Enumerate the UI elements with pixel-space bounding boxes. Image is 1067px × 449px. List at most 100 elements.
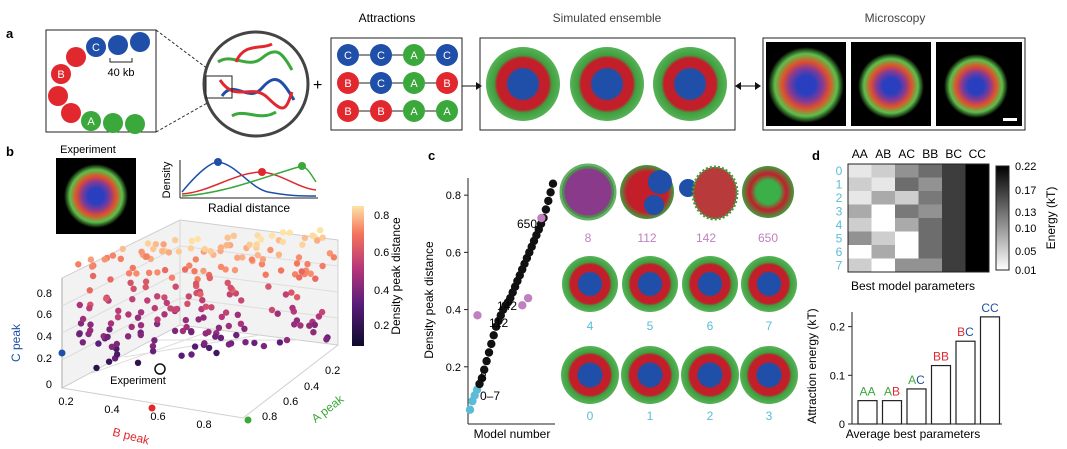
scatter-point [217,244,225,251]
scatter-point [163,299,170,307]
bar [857,400,878,425]
scatter-point [202,303,210,310]
model-label: 6 [707,319,714,333]
heatmap-cell [965,177,989,191]
a-tick: 0.6 [283,396,298,408]
model-sphere [561,346,619,404]
scatter-point [289,304,296,312]
colorbar-tick: 0.8 [374,210,389,222]
model-curve-chart: 0.2 0.4 0.6 0.8 Density peak distance Model… [422,178,558,441]
scatter-point [307,270,314,277]
scatter-point [197,291,204,298]
scatter-point [168,274,176,281]
scatter-3d: Experiment 0 0.2 0.4 0.6 0.8 C peak 0.2 … [9,219,347,448]
heatmap-cell [848,204,872,218]
scatter-point [276,339,284,346]
heatmap-cell [965,218,989,232]
colorbar-label: Density peak distance [389,217,403,335]
model-label: 650 [758,231,778,245]
scatter-point [241,325,248,332]
bar [906,388,927,425]
scatter-point [175,248,182,255]
heatmap-row-label: 1 [836,177,843,191]
c-tick: 0 [46,379,52,391]
scatter-point [185,293,192,300]
bar-label-first: B [933,350,941,364]
heatmap-cell [965,191,989,205]
scatter-point [117,255,125,262]
model-sphere [741,256,797,312]
b-tick: 0.8 [196,419,211,431]
scatter-point [93,364,100,372]
scatter-point [127,279,134,286]
bar [881,400,903,425]
bar-label: AB [884,385,900,399]
scatter-point [277,267,285,274]
heatmap-col-label: AB [875,147,891,161]
heatmap-cell [918,231,942,245]
scatter-point [212,333,219,340]
scatter-point [107,320,115,327]
bar-label-second: C [990,301,999,315]
arrow-to-ensemble [462,82,482,90]
scatter-point [224,234,231,241]
scatter-point [161,294,168,301]
curve-point [541,205,551,214]
scatter-point [192,280,200,287]
heatmap-cell [871,231,895,245]
attraction-node [370,44,392,66]
attraction-node-label: A [410,106,418,118]
scatter-point [144,240,152,247]
bar-label-first: B [957,325,965,339]
bar-label-first: C [981,301,990,315]
scatter-point [108,343,116,350]
heatmap-cell [942,218,966,232]
b-tick: 0.2 [58,396,73,408]
scatter-point [152,241,159,248]
b-axis-marker [148,404,156,412]
curve-point [477,374,487,383]
scatter-point [107,276,114,283]
attraction-node [436,72,458,94]
scatter-point [225,322,232,330]
c-ytick-label: 0.8 [446,190,461,202]
heatmap-cell [848,164,872,178]
scatter-experiment-label: Experiment [110,375,166,387]
scatter-point [188,351,195,358]
colorbar-tick: 0.4 [374,285,389,297]
microscopy-title: Microscopy [865,11,926,25]
scatter-point [309,232,316,239]
scatter-point [311,321,318,328]
scatter-point [183,323,190,331]
scatter-point [205,344,213,352]
scatter-point [251,339,258,347]
scatter-point [119,245,126,253]
scatter-point [182,316,189,324]
heatmap-cell [871,191,895,205]
model-label: 8 [585,231,592,245]
scatter-point [114,314,122,321]
scatter-point [317,227,324,234]
heatmap-cell [918,177,942,191]
polymer-label-a: A [87,116,95,128]
scatter-point [319,262,326,270]
scatter-point [184,300,191,307]
attraction-node-label: C [377,78,385,90]
scatter-point [137,309,145,316]
heatmap-cell [871,177,895,191]
model-sphere [682,256,738,312]
attraction-node-label: B [344,78,351,90]
peak-a [298,162,306,170]
density-inset: Density Radial distance [161,158,318,215]
scatter-point [171,236,179,244]
heatmap-cell [918,258,942,272]
heatmap-row-label: 5 [836,231,843,245]
highlight-point [523,293,533,303]
model-sphere [679,179,697,197]
scatter-point [207,248,214,255]
heatmap-cell [848,258,872,272]
c-peak-label: C peak [9,323,23,362]
scatter-point [85,330,92,338]
heatmap-cell [871,164,895,178]
scatter-point [297,322,304,329]
